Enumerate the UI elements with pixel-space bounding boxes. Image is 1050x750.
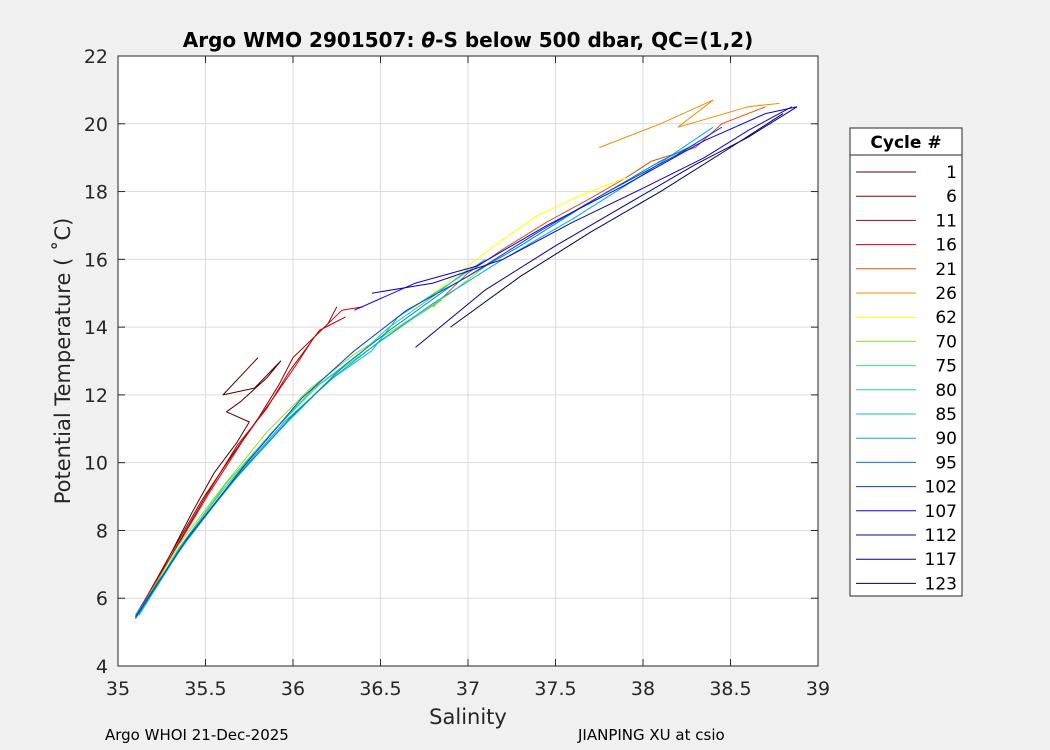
series-line-cycle-70	[138, 265, 486, 613]
series-line-cycle-107	[354, 106, 798, 311]
legend: Cycle # 16111621266270758085909510210711…	[849, 127, 963, 597]
x-tick-label: 35.5	[184, 678, 226, 700]
y-tick-label: 18	[84, 182, 108, 204]
y-tick-label: 16	[84, 249, 108, 271]
y-tick-label: 6	[96, 588, 108, 610]
legend-label-cycle-123: 123	[925, 574, 957, 594]
legend-label-cycle-70: 70	[935, 332, 957, 352]
legend-label-cycle-117: 117	[925, 550, 957, 570]
y-tick-label: 14	[84, 317, 108, 339]
legend-label-cycle-1: 1	[946, 163, 957, 183]
title-theta-symbol: θ	[421, 28, 435, 52]
x-tick-label: 36	[281, 678, 305, 700]
x-tick-label: 35	[106, 678, 130, 700]
title-main: Argo WMO 2901507:	[183, 28, 422, 52]
data-lines	[135, 99, 798, 619]
legend-label-cycle-75: 75	[935, 357, 957, 377]
legend-label-cycle-107: 107	[925, 502, 957, 522]
y-tick-label: 8	[96, 520, 108, 542]
series-line-cycle-80	[138, 269, 469, 616]
x-tick-label: 37.5	[534, 678, 576, 700]
x-tick-label: 39	[806, 678, 830, 700]
chart-title: Argo WMO 2901507: θ-S below 500 dbar, QC…	[183, 28, 753, 52]
series-line-cycle-112	[371, 106, 793, 294]
footer-left: Argo WHOI 21-Dec-2025	[105, 726, 289, 744]
grid	[118, 56, 818, 666]
x-tick-label: 38	[631, 678, 655, 700]
series-line-cycle-117	[415, 106, 798, 348]
x-tick-label: 38.5	[709, 678, 751, 700]
series-line-cycle-102	[135, 126, 723, 618]
series-line-cycle-26	[599, 99, 780, 148]
legend-label-cycle-11: 11	[935, 211, 957, 231]
legend-label-cycle-80: 80	[935, 381, 957, 401]
axis-ticks: 35 35.5 36 36.5 37 37.5 38 38.5 39 4 6 8 10 12 14 16 18 2…	[84, 46, 830, 700]
y-tick-label: 4	[96, 656, 108, 678]
legend-label-cycle-90: 90	[935, 429, 957, 449]
y-tick-label: 20	[84, 114, 108, 136]
legend-label-cycle-21: 21	[935, 260, 957, 280]
x-tick-label: 36.5	[359, 678, 401, 700]
series-line-cycle-62	[415, 177, 626, 308]
title-tail: -S below 500 dbar, QC=(1,2)	[435, 28, 753, 52]
legend-label-cycle-16: 16	[935, 236, 957, 256]
series-line-cycle-123	[450, 113, 784, 328]
x-tick-label: 37	[456, 678, 480, 700]
footer-right: JIANPING XU at csio	[578, 726, 725, 744]
legend-label-cycle-6: 6	[946, 187, 957, 207]
x-axis-label: Salinity	[429, 705, 507, 729]
series-line-cycle-16	[135, 306, 364, 616]
legend-label-cycle-112: 112	[925, 526, 957, 546]
legend-label-cycle-62: 62	[935, 308, 957, 328]
y-tick-label: 12	[84, 385, 108, 407]
legend-box	[849, 127, 963, 597]
y-tick-label: 10	[84, 453, 108, 475]
y-axis-label: Potential Temperature ( ˚C)	[51, 218, 75, 505]
legend-label-cycle-95: 95	[935, 453, 957, 473]
y-tick-label: 22	[84, 46, 108, 68]
legend-label-cycle-85: 85	[935, 405, 957, 425]
legend-title: Cycle #	[870, 133, 941, 153]
legend-label-cycle-26: 26	[935, 284, 957, 304]
legend-label-cycle-102: 102	[925, 478, 957, 498]
series-line-cycle-1	[135, 357, 282, 619]
